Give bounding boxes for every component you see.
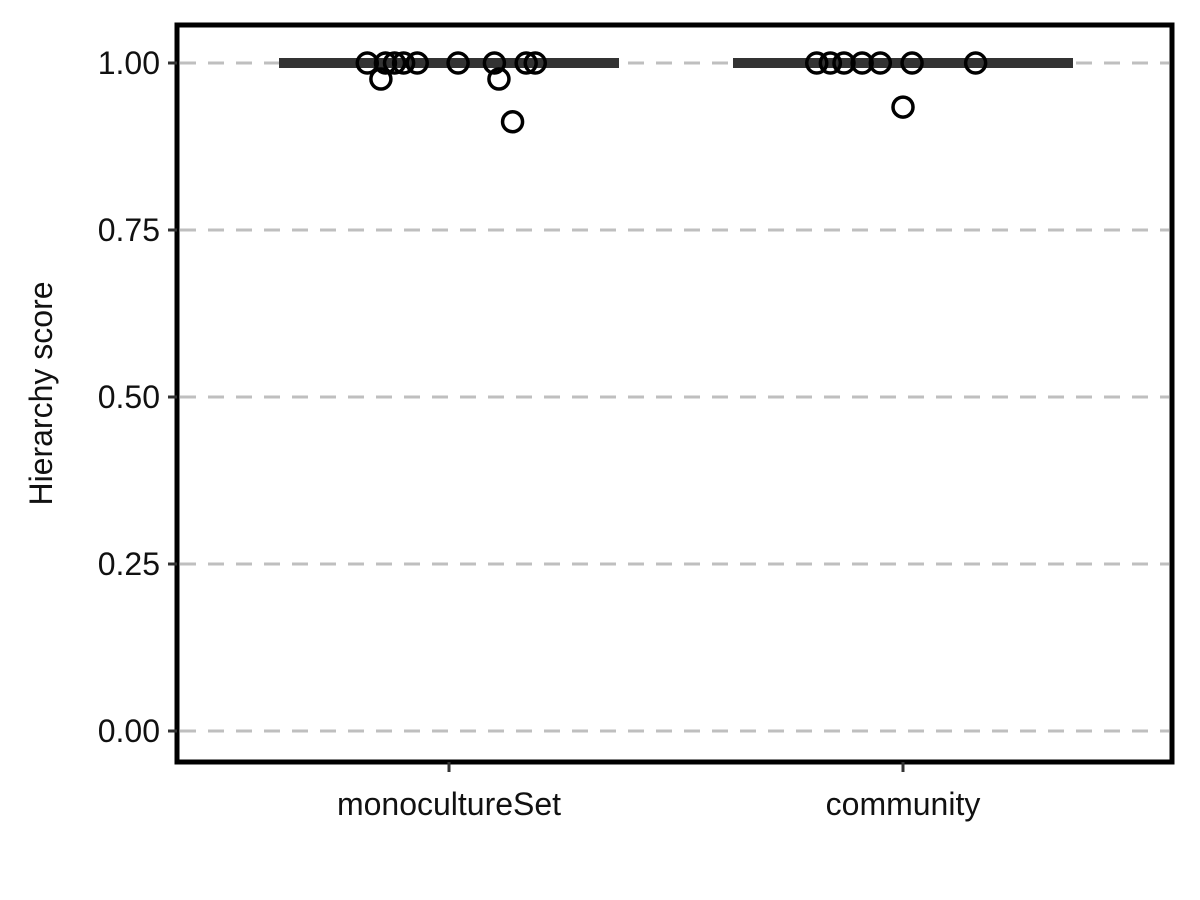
outlier-point: [891, 95, 915, 119]
y-tick-label: 0.50: [98, 379, 160, 415]
outlier-point: [355, 51, 380, 75]
y-tick-label: 0.25: [98, 546, 160, 582]
outlier-point: [868, 51, 893, 75]
outlier-point: [514, 51, 538, 75]
outlier-point: [391, 51, 416, 75]
x-tick-label: monocultureSet: [337, 786, 561, 822]
outlier-point: [832, 51, 856, 75]
outlier-point: [373, 51, 398, 75]
outlier-point: [818, 51, 843, 75]
outlier-point: [523, 51, 548, 75]
outlier-point: [900, 51, 924, 75]
y-axis-title: Hierarchy score: [23, 281, 59, 505]
panel-border: [174, 22, 1175, 765]
y-tick-label: 1.00: [98, 45, 160, 81]
outlier-point: [850, 51, 874, 75]
outlier-point: [382, 51, 407, 75]
outlier-point: [963, 51, 988, 75]
outlier-point: [500, 110, 525, 134]
grid-lines: [180, 61, 1169, 733]
axes: 0.00 0.25 0.50 0.75 1.00 monocultureSet commun…: [98, 45, 981, 822]
outlier-point: [369, 67, 393, 91]
boxes: [279, 58, 1073, 68]
outlier-point: [487, 67, 511, 91]
outlier-point: [804, 51, 829, 75]
x-tick-label: community: [826, 786, 981, 822]
outlier-point: [405, 51, 429, 75]
outlier-point: [482, 51, 507, 75]
y-tick-label: 0.75: [98, 212, 160, 248]
outlier-points: [355, 51, 988, 134]
y-tick-label: 0.00: [98, 713, 160, 749]
outlier-point: [446, 51, 470, 75]
